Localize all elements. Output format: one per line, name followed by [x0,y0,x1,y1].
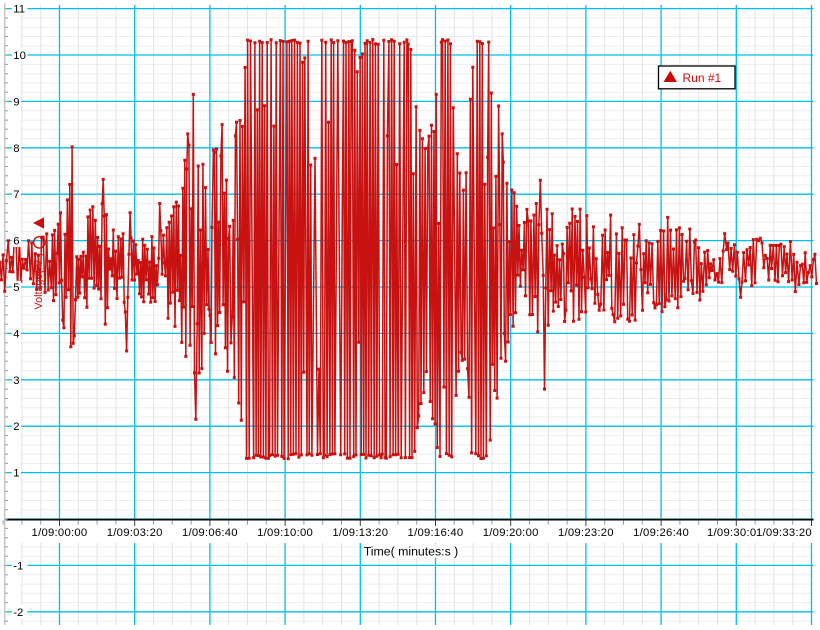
svg-text:1/09:16:40: 1/09:16:40 [408,527,464,539]
svg-text:3: 3 [13,375,19,387]
svg-text:1/09:13:20: 1/09:13:20 [332,527,388,539]
svg-text:7: 7 [13,189,19,201]
svg-text:1/09:00:00: 1/09:00:00 [32,527,88,539]
svg-text:-1: -1 [13,560,23,572]
svg-text:1/09:20:00: 1/09:20:00 [483,527,539,539]
svg-text:8: 8 [13,143,19,155]
svg-text:4: 4 [13,328,19,340]
svg-text:11: 11 [13,4,25,16]
svg-text:1/09:10:00: 1/09:10:00 [257,527,313,539]
svg-text:1/09:23:20: 1/09:23:20 [558,527,614,539]
svg-text:1/09:30:0: 1/09:30:0 [707,527,756,539]
svg-text:5: 5 [13,282,19,294]
svg-text:1/09:26:40: 1/09:26:40 [633,527,689,539]
svg-text:9: 9 [13,96,19,108]
svg-text:1/09:06:40: 1/09:06:40 [182,527,238,539]
svg-text:10: 10 [13,50,26,62]
svg-text:2: 2 [13,421,19,433]
svg-text:Time( minutes:s ): Time( minutes:s ) [364,545,459,559]
svg-text:1/09:03:20: 1/09:03:20 [107,527,163,539]
svg-text:1: 1 [13,468,19,480]
svg-text:6: 6 [13,236,19,248]
svg-text:1/09:33:20: 1/09:33:20 [756,527,812,539]
svg-text:-2: -2 [13,607,23,619]
svg-text:Run #1: Run #1 [683,71,722,85]
